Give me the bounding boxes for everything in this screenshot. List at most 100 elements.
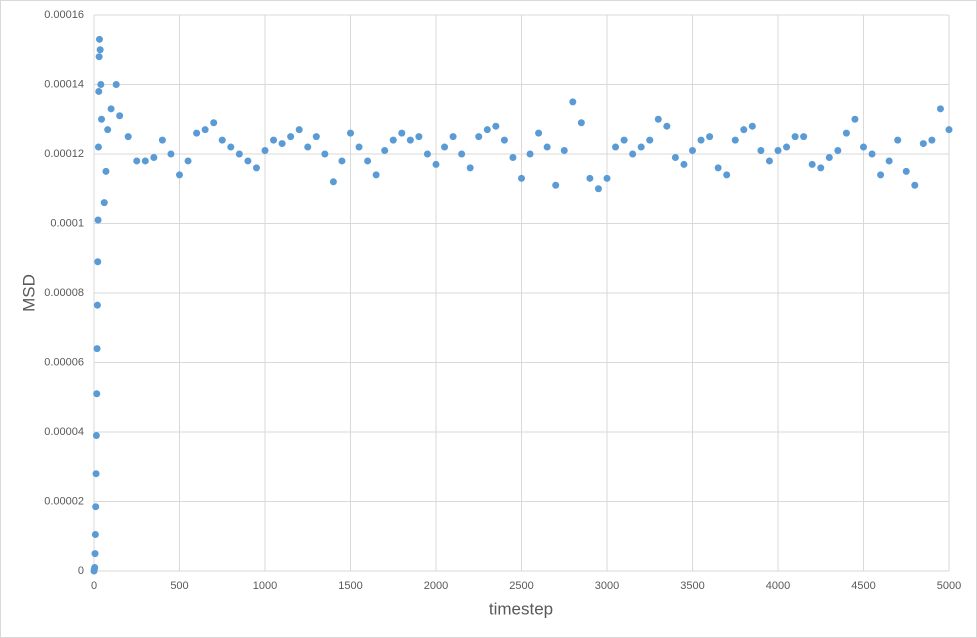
data-point	[141, 157, 149, 165]
data-point	[535, 129, 543, 137]
y-tick-label: 0.00008	[44, 287, 84, 299]
data-point	[94, 143, 102, 151]
data-point	[389, 136, 397, 144]
data-point	[697, 136, 705, 144]
data-point	[261, 147, 269, 155]
data-point	[423, 150, 431, 158]
data-point	[825, 153, 833, 161]
y-axis-title: MSD	[19, 274, 38, 312]
data-point	[748, 122, 756, 130]
y-tick-label: 0.00014	[44, 78, 84, 90]
data-point	[432, 160, 440, 168]
data-point	[774, 147, 782, 155]
x-tick-label: 1000	[253, 580, 277, 592]
data-point	[104, 126, 112, 134]
data-point	[894, 136, 902, 144]
data-point	[586, 174, 594, 182]
data-point	[757, 147, 765, 155]
data-point	[124, 133, 132, 141]
data-point	[928, 136, 936, 144]
data-point	[176, 171, 183, 179]
data-point	[637, 143, 645, 151]
data-point	[270, 136, 278, 144]
data-point	[560, 147, 568, 155]
x-axis-title: timestep	[489, 599, 553, 618]
data-point	[851, 115, 859, 123]
data-point	[98, 115, 106, 123]
data-point	[466, 164, 474, 172]
data-point	[526, 150, 534, 158]
data-point	[95, 35, 103, 43]
x-tick-label: 4000	[766, 580, 790, 592]
data-point	[646, 136, 654, 144]
y-tick-label: 0.00006	[44, 356, 84, 368]
data-point	[834, 147, 842, 155]
data-point	[509, 153, 517, 161]
data-point	[95, 87, 103, 95]
data-point	[321, 150, 329, 158]
data-point	[868, 150, 876, 158]
data-point	[133, 157, 141, 165]
data-point	[112, 81, 120, 88]
data-point	[800, 133, 808, 141]
data-point	[919, 140, 927, 148]
data-point	[654, 115, 662, 123]
data-point	[783, 143, 791, 151]
data-point	[93, 345, 101, 353]
data-point	[569, 98, 577, 106]
data-point	[91, 564, 99, 572]
data-point	[791, 133, 799, 141]
data-point	[406, 136, 414, 144]
y-tick-label: 0.0001	[50, 217, 84, 229]
data-point	[94, 216, 102, 224]
data-point	[680, 160, 688, 168]
data-point	[355, 143, 363, 151]
data-point	[629, 150, 637, 158]
data-point	[492, 122, 500, 130]
y-tick-label: 0.00002	[44, 495, 84, 507]
data-point	[295, 126, 303, 134]
data-point	[398, 129, 406, 137]
data-point	[885, 157, 893, 165]
x-tick-label: 1500	[338, 580, 362, 592]
data-point	[723, 171, 731, 179]
x-tick-label: 5000	[937, 580, 961, 592]
data-point	[671, 153, 679, 161]
data-point	[347, 129, 354, 137]
data-point	[936, 105, 944, 113]
data-point	[287, 133, 295, 141]
data-point	[329, 178, 337, 186]
data-point	[372, 171, 380, 179]
data-point	[338, 157, 346, 165]
data-point	[458, 150, 466, 158]
data-point	[218, 136, 226, 144]
data-point	[201, 126, 209, 134]
data-point	[945, 126, 953, 134]
data-point	[552, 181, 560, 189]
data-point	[877, 171, 885, 179]
data-point	[765, 157, 773, 165]
data-point	[808, 160, 816, 168]
data-point	[860, 143, 867, 151]
data-point	[475, 133, 483, 141]
data-point	[731, 136, 739, 144]
data-point	[518, 174, 525, 182]
data-point	[689, 147, 696, 155]
data-point	[97, 81, 105, 88]
data-point	[441, 143, 449, 151]
data-point	[93, 390, 101, 398]
data-point	[92, 470, 100, 478]
data-point	[252, 164, 260, 172]
y-tick-label: 0	[78, 565, 84, 577]
data-point	[107, 105, 115, 113]
data-point	[91, 531, 99, 539]
data-point	[193, 129, 201, 137]
data-point	[244, 157, 252, 165]
data-point	[304, 143, 312, 151]
data-point	[603, 174, 611, 182]
data-point	[706, 133, 714, 141]
data-point	[92, 431, 100, 439]
data-point	[577, 119, 585, 127]
data-point	[93, 301, 101, 309]
x-tick-label: 3000	[595, 580, 619, 592]
